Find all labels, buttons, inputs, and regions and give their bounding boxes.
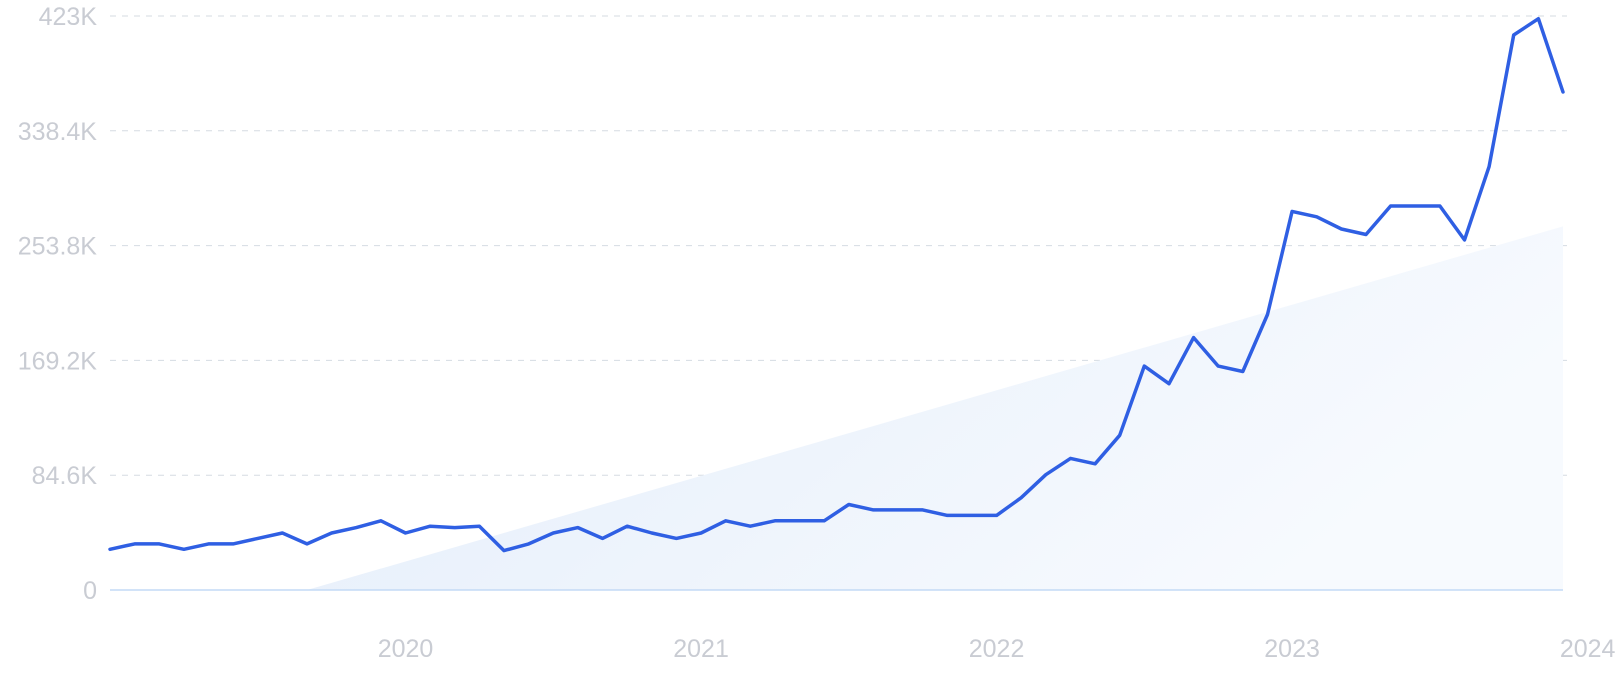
x-tick-label: 2020 bbox=[378, 635, 434, 663]
trend-area bbox=[307, 226, 1563, 590]
y-tick-label: 253.8K bbox=[18, 233, 98, 261]
y-tick-label: 338.4K bbox=[18, 118, 98, 146]
y-tick-label: 84.6K bbox=[32, 462, 98, 490]
series-line-layer bbox=[108, 16, 1565, 553]
x-axis-ticks: 2020 2021 2022 2023 2024 bbox=[378, 635, 1616, 663]
x-tick-label: 2023 bbox=[1264, 635, 1320, 663]
y-axis-ticks: 0 84.6K 169.2K 253.8K 338.4K 423K bbox=[18, 3, 98, 605]
y-tick-label: 169.2K bbox=[18, 347, 98, 375]
series-line bbox=[108, 16, 1565, 553]
x-tick-label: 2024 bbox=[1560, 635, 1616, 663]
y-tick-label: 0 bbox=[83, 577, 97, 605]
y-tick-label: 423K bbox=[39, 3, 98, 31]
x-tick-label: 2021 bbox=[673, 635, 729, 663]
x-tick-label: 2022 bbox=[969, 635, 1025, 663]
trend-area-shape bbox=[307, 226, 1563, 590]
